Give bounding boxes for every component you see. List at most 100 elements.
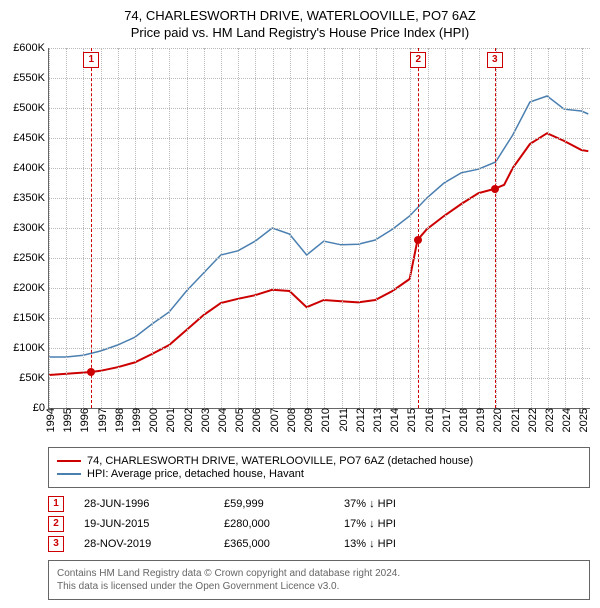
sale-price: £280,000 <box>224 518 324 530</box>
y-gridline <box>49 318 590 319</box>
x-gridline <box>152 48 153 408</box>
sale-badge-3: 3 <box>48 536 64 552</box>
x-tick-label: 2016 <box>420 408 436 432</box>
x-tick-label: 2006 <box>247 408 263 432</box>
x-tick-label: 2014 <box>385 408 401 432</box>
sale-marker-line <box>91 48 92 408</box>
chart-title: 74, CHARLESWORTH DRIVE, WATERLOOVILLE, P… <box>0 8 600 23</box>
sales-row: 1 28-JUN-1996 £59,999 37% ↓ HPI <box>48 496 590 512</box>
y-tick-label: £600K <box>13 42 49 54</box>
x-gridline <box>83 48 84 408</box>
x-gridline <box>428 48 429 408</box>
y-gridline <box>49 198 590 199</box>
x-tick-label: 2020 <box>488 408 504 432</box>
x-gridline <box>187 48 188 408</box>
sale-marker-line <box>495 48 496 408</box>
x-tick-label: 1999 <box>127 408 143 432</box>
sale-marker-line <box>418 48 419 408</box>
y-tick-label: £400K <box>13 162 49 174</box>
title-block: 74, CHARLESWORTH DRIVE, WATERLOOVILLE, P… <box>0 0 600 40</box>
x-tick-label: 2019 <box>471 408 487 432</box>
y-tick-label: £100K <box>13 342 49 354</box>
y-gridline <box>49 258 590 259</box>
x-gridline <box>169 48 170 408</box>
x-gridline <box>221 48 222 408</box>
x-gridline <box>462 48 463 408</box>
x-tick-label: 2004 <box>213 408 229 432</box>
x-gridline <box>118 48 119 408</box>
footer-line-1: Contains HM Land Registry data © Crown c… <box>57 567 581 580</box>
y-gridline <box>49 78 590 79</box>
sale-price: £365,000 <box>224 538 324 550</box>
x-gridline <box>342 48 343 408</box>
sale-badge-1: 1 <box>48 496 64 512</box>
x-tick-label: 2021 <box>506 408 522 432</box>
x-gridline <box>565 48 566 408</box>
sale-date: 28-NOV-2019 <box>84 538 204 550</box>
x-tick-label: 1996 <box>75 408 91 432</box>
sales-row: 3 28-NOV-2019 £365,000 13% ↓ HPI <box>48 536 590 552</box>
x-tick-label: 2012 <box>351 408 367 432</box>
x-gridline <box>290 48 291 408</box>
sale-date: 19-JUN-2015 <box>84 518 204 530</box>
x-gridline <box>410 48 411 408</box>
x-gridline <box>101 48 102 408</box>
x-gridline <box>376 48 377 408</box>
x-tick-label: 2008 <box>282 408 298 432</box>
y-gridline <box>49 108 590 109</box>
x-gridline <box>514 48 515 408</box>
x-gridline <box>307 48 308 408</box>
x-tick-label: 2013 <box>368 408 384 432</box>
x-tick-label: 1994 <box>41 408 57 432</box>
x-tick-label: 2017 <box>437 408 453 432</box>
x-tick-label: 2011 <box>334 408 350 432</box>
y-tick-label: £300K <box>13 222 49 234</box>
sale-badge-2: 2 <box>48 516 64 532</box>
y-gridline <box>49 138 590 139</box>
x-tick-label: 2000 <box>144 408 160 432</box>
y-tick-label: £200K <box>13 282 49 294</box>
x-tick-label: 1998 <box>110 408 126 432</box>
y-tick-label: £150K <box>13 312 49 324</box>
chart-subtitle: Price paid vs. HM Land Registry's House … <box>0 25 600 40</box>
y-gridline <box>49 228 590 229</box>
x-gridline <box>393 48 394 408</box>
x-gridline <box>359 48 360 408</box>
x-gridline <box>548 48 549 408</box>
x-gridline <box>135 48 136 408</box>
x-gridline <box>445 48 446 408</box>
y-gridline <box>49 168 590 169</box>
x-gridline <box>582 48 583 408</box>
legend-box: 74, CHARLESWORTH DRIVE, WATERLOOVILLE, P… <box>48 447 590 488</box>
sale-marker-point <box>491 185 499 193</box>
y-tick-label: £250K <box>13 252 49 264</box>
sale-marker-badge: 1 <box>83 52 99 68</box>
sale-marker-badge: 3 <box>487 52 503 68</box>
x-tick-label: 2022 <box>523 408 539 432</box>
sales-table: 1 28-JUN-1996 £59,999 37% ↓ HPI 2 19-JUN… <box>48 496 590 552</box>
x-tick-label: 2023 <box>540 408 556 432</box>
x-gridline <box>49 48 50 408</box>
sale-price: £59,999 <box>224 498 324 510</box>
x-tick-label: 2005 <box>230 408 246 432</box>
y-tick-label: £450K <box>13 132 49 144</box>
x-gridline <box>66 48 67 408</box>
x-tick-label: 2018 <box>454 408 470 432</box>
y-gridline <box>49 288 590 289</box>
legend-item: 74, CHARLESWORTH DRIVE, WATERLOOVILLE, P… <box>57 455 581 467</box>
legend-swatch-hpi <box>57 473 81 475</box>
x-tick-label: 1997 <box>93 408 109 432</box>
x-tick-label: 2010 <box>316 408 332 432</box>
sale-date: 28-JUN-1996 <box>84 498 204 510</box>
legend-item: HPI: Average price, detached house, Hava… <box>57 468 581 480</box>
x-tick-label: 2007 <box>265 408 281 432</box>
y-tick-label: £500K <box>13 102 49 114</box>
x-tick-label: 1995 <box>58 408 74 432</box>
y-tick-label: £350K <box>13 192 49 204</box>
sale-marker-point <box>87 368 95 376</box>
x-gridline <box>204 48 205 408</box>
sale-diff: 37% ↓ HPI <box>344 498 396 510</box>
legend-label: HPI: Average price, detached house, Hava… <box>87 468 304 480</box>
sale-marker-badge: 2 <box>410 52 426 68</box>
legend-label: 74, CHARLESWORTH DRIVE, WATERLOOVILLE, P… <box>87 455 473 467</box>
